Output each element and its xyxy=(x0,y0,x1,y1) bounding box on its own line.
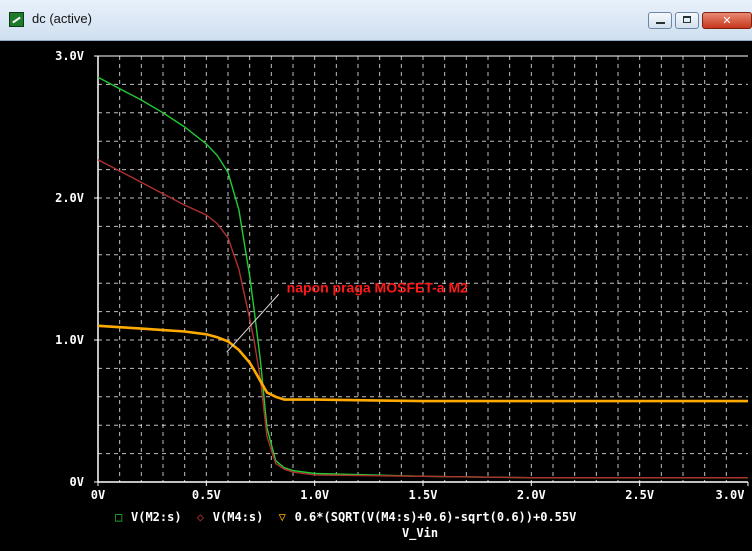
legend-marker-3: ▽ xyxy=(279,510,287,524)
maximize-icon xyxy=(683,16,691,23)
minimize-button[interactable] xyxy=(648,12,672,29)
minimize-icon xyxy=(656,22,665,24)
annotation-leader-line xyxy=(226,293,280,353)
x-tick-label: 0V xyxy=(91,488,105,502)
maximize-button[interactable] xyxy=(675,12,699,29)
y-tick-label: 1.0V xyxy=(55,333,84,347)
annotation-threshold-label: napon praga MOSFET-a M2 xyxy=(287,279,468,295)
legend-label-3: 0.6*(SQRT(V(M4:s)+0.6)-sqrt(0.6))+0.55V xyxy=(295,510,577,524)
series-line-2 xyxy=(97,159,748,479)
x-tick-label: 1.0V xyxy=(300,488,329,502)
x-tick-label: 2.5V xyxy=(625,488,654,502)
x-axis-label: V_Vin xyxy=(402,526,438,541)
y-tick-label: 2.0V xyxy=(55,191,84,205)
legend-label-2: V(M4:s) xyxy=(213,510,264,524)
legend-marker-1: □ xyxy=(115,510,122,524)
close-icon: ✕ xyxy=(722,14,732,27)
x-tick-label: 1.5V xyxy=(409,488,438,502)
y-tick-label: 0V xyxy=(70,475,84,489)
x-tick-label: 3.0V xyxy=(716,488,745,502)
legend-marker-2: ◇ xyxy=(197,510,205,524)
title-bar[interactable]: dc (active) ✕ xyxy=(0,0,752,41)
window-title: dc (active) xyxy=(32,11,92,26)
x-tick-label: 2.0V xyxy=(517,488,546,502)
y-tick-label: 3.0V xyxy=(55,49,84,63)
probe-app-icon xyxy=(9,12,24,27)
series-line-3 xyxy=(97,324,748,403)
x-tick-label: 0.5V xyxy=(192,488,221,502)
legend-label-1: V(M2:s) xyxy=(131,510,182,524)
